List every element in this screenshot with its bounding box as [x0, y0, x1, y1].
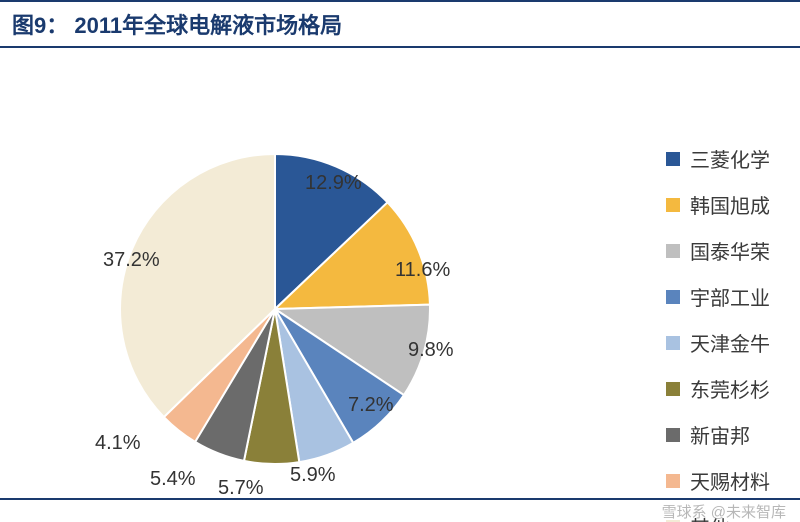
legend-swatch: [666, 244, 680, 258]
legend: 三菱化学韩国旭成国泰华荣宇部工业天津金牛东莞杉杉新宙邦天赐材料其他: [666, 144, 770, 522]
legend-swatch: [666, 336, 680, 350]
legend-swatch: [666, 382, 680, 396]
pie-slice-label: 5.7%: [218, 477, 264, 500]
chart-area: 12.9%11.6%9.8%7.2%5.9%5.7%5.4%4.1%37.2% …: [0, 54, 800, 504]
pie-slice-label: 4.1%: [95, 432, 141, 455]
legend-label: 新宙邦: [690, 420, 750, 449]
legend-swatch: [666, 198, 680, 212]
legend-label: 天津金牛: [690, 328, 770, 357]
legend-label: 宇部工业: [690, 282, 770, 311]
legend-item: 天赐材料: [666, 466, 770, 495]
legend-label: 三菱化学: [690, 144, 770, 173]
pie-slice-label: 7.2%: [348, 394, 394, 417]
bottom-divider: [0, 498, 800, 500]
legend-item: 宇部工业: [666, 282, 770, 311]
pie-slice-label: 5.4%: [150, 468, 196, 491]
chart-title-bar: 图9： 2011年全球电解液市场格局: [0, 0, 800, 48]
legend-item: 国泰华荣: [666, 236, 770, 265]
pie-slice-label: 5.9%: [290, 464, 336, 487]
legend-item: 天津金牛: [666, 328, 770, 357]
legend-item: 韩国旭成: [666, 190, 770, 219]
watermark: 雪球系 @未来智库: [662, 501, 786, 522]
pie-slice-label: 9.8%: [408, 339, 454, 362]
pie-slice-label: 37.2%: [103, 249, 160, 272]
pie-slice-label: 11.6%: [395, 259, 450, 282]
legend-swatch: [666, 290, 680, 304]
chart-title: 图9： 2011年全球电解液市场格局: [12, 13, 342, 38]
legend-item: 新宙邦: [666, 420, 770, 449]
legend-label: 东莞杉杉: [690, 374, 770, 403]
legend-label: 韩国旭成: [690, 190, 770, 219]
legend-label: 国泰华荣: [690, 236, 770, 265]
legend-swatch: [666, 428, 680, 442]
pie-slice-label: 12.9%: [305, 172, 362, 195]
legend-swatch: [666, 152, 680, 166]
legend-item: 东莞杉杉: [666, 374, 770, 403]
legend-item: 三菱化学: [666, 144, 770, 173]
legend-swatch: [666, 474, 680, 488]
legend-label: 天赐材料: [690, 466, 770, 495]
